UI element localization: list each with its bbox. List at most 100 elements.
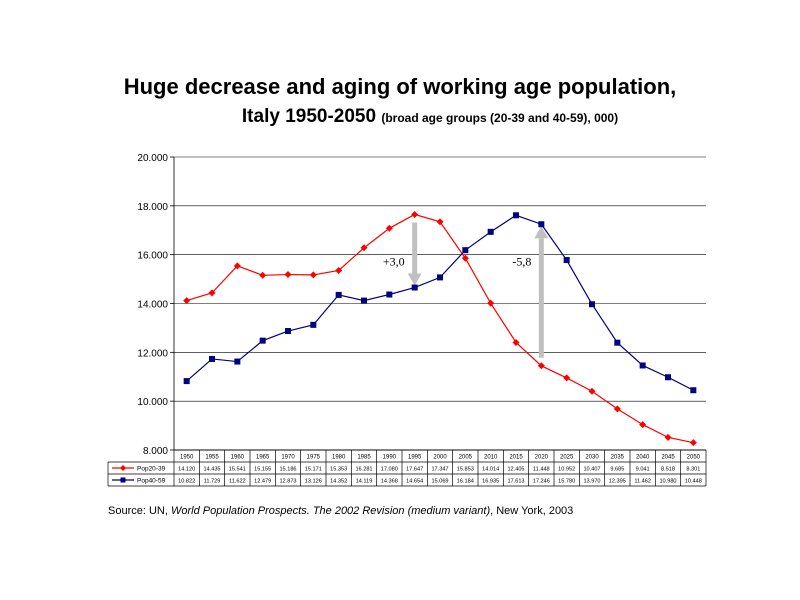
annotation-arrow-head	[534, 226, 549, 239]
data-point-pop20-39	[512, 338, 520, 346]
x-tick-label: 1960	[231, 455, 245, 461]
data-point-pop20-39	[487, 299, 495, 307]
x-tick-label: 1980	[332, 455, 346, 461]
data-label: 17.647	[406, 467, 423, 473]
data-point-pop40-59	[259, 337, 266, 344]
data-label: 13.126	[305, 479, 322, 485]
data-point-pop20-39	[411, 210, 419, 218]
data-point-pop20-39	[588, 387, 596, 395]
data-label: 15.069	[431, 479, 448, 485]
y-tick-label: 18.000	[137, 202, 168, 213]
data-point-pop20-39	[563, 374, 571, 382]
data-label: 8.301	[686, 467, 700, 473]
x-tick-label: 2025	[560, 455, 574, 461]
x-tick-label: 1985	[357, 455, 371, 461]
data-label: 9.685	[610, 467, 624, 473]
series-line-pop40-59	[186, 214, 694, 391]
data-label: 15.186	[279, 467, 296, 473]
data-point-pop20-39	[309, 271, 317, 279]
annotation-label: -5,8	[512, 255, 531, 269]
data-point-pop20-39	[461, 254, 469, 262]
y-tick-label: 10.000	[137, 397, 168, 408]
data-point-pop20-39	[259, 271, 267, 279]
data-point-pop20-39	[639, 421, 647, 429]
data-label: 15.541	[229, 467, 246, 473]
data-table: 1950 1955 1960 1965 1970 1975 1980 1985 1990 1995…	[107, 449, 707, 487]
x-tick-label: 1950	[180, 455, 194, 461]
y-tick-label: 16.000	[137, 251, 168, 262]
x-tick-label: 2030	[585, 455, 599, 461]
data-point-pop40-59	[665, 374, 671, 381]
data-label: 17.246	[533, 479, 550, 485]
data-point-pop40-59	[183, 378, 190, 385]
y-tick-label: 12.000	[137, 348, 168, 359]
series-lines	[183, 210, 697, 447]
source-title: World Population Prospects. The 2002 Rev…	[170, 505, 491, 517]
chart-subtitle-main: Italy 1950-2050	[241, 106, 377, 127]
data-label: 12.405	[507, 467, 524, 473]
y-tick-label: 20.000	[137, 153, 168, 164]
x-tick-label: 2020	[535, 455, 549, 461]
x-tick-label: 2050	[687, 455, 701, 461]
x-tick-label: 1965	[256, 455, 270, 461]
data-label: 8.518	[661, 467, 675, 473]
data-label: 11.448	[533, 467, 550, 473]
data-label: 10.822	[178, 479, 195, 485]
y-tick-label: 8.000	[143, 446, 168, 457]
data-point-pop40-59	[538, 221, 545, 228]
grid-lines	[174, 156, 706, 451]
data-label: 17.080	[381, 467, 398, 473]
chart-subtitle: Italy 1950-2050 (broad age groups (20-39…	[30, 106, 800, 128]
data-point-pop40-59	[234, 358, 241, 365]
data-point-pop40-59	[437, 274, 443, 281]
source-note: Source: UN, World Population Prospects. …	[108, 505, 573, 517]
data-point-pop20-39	[385, 224, 393, 232]
data-label: 12.479	[254, 479, 271, 485]
x-tick-label: 2035	[611, 455, 625, 461]
data-point-pop40-59	[589, 301, 595, 308]
data-label: 17.613	[507, 479, 524, 485]
data-point-pop20-39	[233, 262, 241, 270]
data-point-pop40-59	[310, 321, 317, 328]
source-prefix: Source: UN,	[108, 505, 171, 517]
y-tick-label: 14.000	[137, 300, 168, 311]
data-label: 11.729	[204, 479, 221, 485]
chart-title: Huge decrease and aging of working age p…	[123, 74, 677, 99]
data-point-pop20-39	[664, 433, 672, 441]
x-tick-label: 2005	[459, 455, 473, 461]
data-label: 11.622	[229, 479, 246, 485]
data-point-pop40-59	[563, 257, 570, 264]
data-label: 10.952	[558, 467, 575, 473]
x-tick-label: 2015	[509, 455, 523, 461]
data-point-pop40-59	[462, 247, 469, 254]
data-point-pop40-59	[411, 284, 418, 291]
chart-subtitle-note: (broad age groups (20-39 and 40-59), 000…	[381, 111, 619, 125]
x-tick-label: 1975	[307, 455, 321, 461]
data-label: 10.980	[659, 479, 676, 485]
legend-label: Pop40-59	[137, 478, 166, 485]
data-label: 14.120	[178, 467, 195, 473]
data-label: 14.352	[330, 479, 347, 485]
annotation-arrow-head	[407, 273, 422, 286]
data-point-pop40-59	[639, 362, 646, 369]
data-point-pop40-59	[335, 291, 342, 298]
data-point-pop20-39	[613, 405, 621, 413]
data-label: 14.654	[406, 479, 423, 485]
legend-key-marker	[120, 465, 126, 471]
x-tick-label: 2000	[433, 455, 447, 461]
x-tick-label: 2010	[484, 455, 498, 461]
data-label: 15.853	[457, 467, 474, 473]
data-label: 14.014	[482, 467, 499, 473]
x-tick-label: 1995	[408, 455, 422, 461]
source-suffix: , New York, 2003	[490, 505, 574, 517]
data-label: 14.435	[203, 467, 220, 473]
data-point-pop20-39	[537, 362, 545, 370]
legend-key-marker	[120, 477, 126, 483]
data-label: 17.347	[431, 467, 448, 473]
data-label: 10.407	[583, 467, 600, 473]
data-point-pop40-59	[614, 339, 621, 346]
data-point-pop20-39	[183, 297, 191, 305]
data-label: 16.935	[482, 479, 499, 485]
data-point-pop20-39	[689, 439, 697, 447]
